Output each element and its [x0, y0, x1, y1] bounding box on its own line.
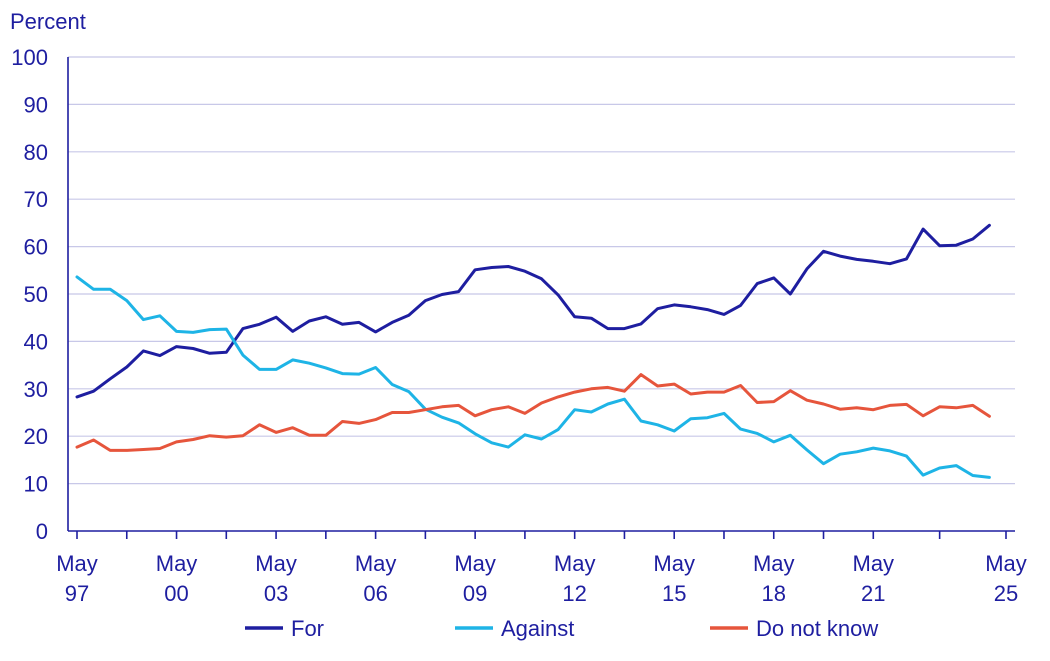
y-tick-label: 20	[24, 424, 48, 449]
x-axis-ticks: May 97 May 00 May 03 May 06 May 09 May 12 May 15 May 18…	[56, 531, 1027, 606]
series-line-do-not-know	[75, 373, 991, 452]
x-tick-month: May	[56, 551, 98, 576]
legend: For Against Do not know	[245, 616, 878, 641]
y-axis-ticks: 0 10 20 30 40 50 60 70 80 90 100	[11, 45, 48, 544]
x-tick-month: May	[156, 551, 198, 576]
y-axis-unit-label: Percent	[10, 9, 86, 34]
x-tick-month: May	[853, 551, 895, 576]
x-tick-year: 09	[463, 581, 487, 606]
x-tick-year: 97	[65, 581, 89, 606]
x-tick-year: 00	[164, 581, 188, 606]
legend-label: Do not know	[756, 616, 878, 641]
x-tick-year: 18	[762, 581, 786, 606]
y-tick-label: 50	[24, 282, 48, 307]
y-tick-label: 70	[24, 187, 48, 212]
series-line-against	[75, 275, 991, 479]
y-tick-label: 90	[24, 92, 48, 117]
x-tick-year: 03	[264, 581, 288, 606]
x-tick-year: 15	[662, 581, 686, 606]
series-line-for	[75, 223, 991, 399]
y-tick-label: 60	[24, 235, 48, 260]
legend-label: Against	[501, 616, 574, 641]
x-tick-year: 12	[562, 581, 586, 606]
x-tick-year: 25	[994, 581, 1018, 606]
x-tick-month: May	[454, 551, 496, 576]
y-tick-label: 0	[36, 519, 48, 544]
legend-label: For	[291, 616, 324, 641]
x-tick-year: 06	[363, 581, 387, 606]
x-tick-month: May	[255, 551, 297, 576]
y-tick-label: 10	[24, 472, 48, 497]
x-tick-month: May	[985, 551, 1027, 576]
y-tick-label: 100	[11, 45, 48, 70]
y-tick-label: 80	[24, 140, 48, 165]
y-tick-label: 30	[24, 377, 48, 402]
x-tick-month: May	[653, 551, 695, 576]
x-tick-month: May	[753, 551, 795, 576]
series-lines	[75, 223, 991, 479]
x-tick-year: 21	[861, 581, 885, 606]
x-tick-month: May	[554, 551, 596, 576]
y-tick-label: 40	[24, 329, 48, 354]
gridlines	[68, 56, 1015, 485]
x-tick-month: May	[355, 551, 397, 576]
